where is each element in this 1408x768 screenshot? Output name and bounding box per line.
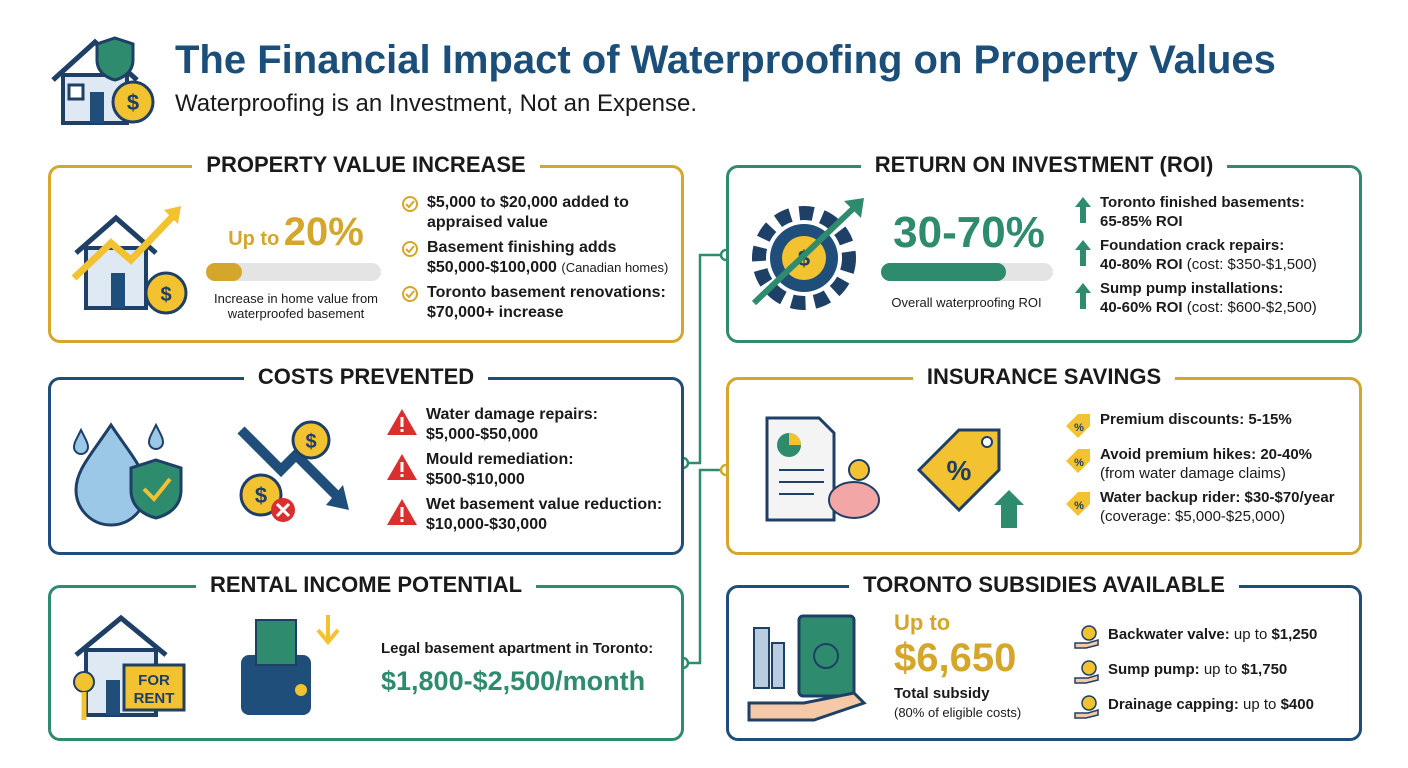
insurance-icons: % — [765, 416, 1024, 528]
stat-prefix: Up to — [894, 610, 951, 635]
heading: RETURN ON INVESTMENT (ROI) — [860, 152, 1228, 177]
list: Backwater valve: up to $1,250 Sump pump:… — [1074, 623, 1354, 724]
item-prefix: up to — [1203, 661, 1238, 678]
title: The Financial Impact of Waterproofing on… — [175, 38, 1276, 82]
item-prefix: up to — [1243, 696, 1277, 713]
svg-text:%: % — [947, 455, 972, 486]
item-title: Water backup rider: $30-$70/year — [1100, 489, 1335, 506]
item-amount: $1,750 — [1241, 661, 1288, 678]
svg-text:$: $ — [160, 284, 171, 306]
heading: TORONTO SUBSIDIES AVAILABLE — [849, 572, 1239, 597]
svg-text:$: $ — [127, 90, 139, 115]
caption: Overall waterproofing ROI — [891, 295, 1042, 310]
roi-panel: RETURN ON INVESTMENT (ROI) $ 30-70% Over… — [726, 152, 1362, 343]
list: Toronto finished basements: 65-85% ROI Fo… — [1074, 193, 1354, 322]
list: $5,000 to $20,000 added to appraised val… — [401, 193, 676, 328]
item-title: Toronto finished basements: — [1100, 194, 1305, 211]
item-detail: 40-80% ROI — [1100, 256, 1183, 273]
item-note: (from water damage claims) — [1100, 465, 1286, 482]
svg-text:RENT: RENT — [134, 690, 175, 707]
item-note: (cost: $600-$2,500) — [1186, 299, 1317, 316]
svg-text:%: % — [1074, 457, 1084, 469]
gear-icon: $ — [751, 198, 864, 310]
note: (80% of eligible costs) — [894, 705, 1022, 720]
item-label: Drainage capping: — [1108, 696, 1239, 713]
svg-text:%: % — [1074, 422, 1084, 434]
item-label: Sump pump: — [1108, 661, 1200, 678]
progress-bar — [206, 263, 381, 281]
money-hand-icon — [747, 614, 867, 722]
item-note: (cost: $350-$1,500) — [1186, 256, 1317, 273]
item-title: Wet basement value reduction: — [426, 496, 663, 513]
item-title: Avoid premium hikes: 20-40% — [1100, 446, 1313, 463]
item-note: (Canadian homes) — [561, 260, 669, 275]
item-label: Backwater valve: — [1108, 626, 1230, 643]
item-detail: 40-60% ROI — [1100, 299, 1183, 316]
heading: PROPERTY VALUE INCREASE — [192, 152, 540, 177]
header-icon: $ — [51, 36, 155, 125]
item: Toronto basement renovations: $70,000+ i… — [427, 284, 666, 321]
svg-text:%: % — [1074, 500, 1084, 512]
insurance-panel: INSURANCE SAVINGS % % Premium discounts: … — [726, 364, 1362, 555]
stat: $1,800-$2,500/month — [381, 666, 646, 696]
heading: COSTS PREVENTED — [243, 364, 489, 389]
property-value-panel: PROPERTY VALUE INCREASE $ Up to 20% Incr… — [48, 152, 684, 343]
item-prefix: up to — [1233, 626, 1268, 643]
item-title: Foundation crack repairs: — [1100, 237, 1285, 254]
svg-text:$: $ — [255, 483, 267, 508]
item-title: Premium discounts: 5-15% — [1100, 411, 1292, 428]
progress-bar — [881, 263, 1053, 281]
stat-prefix: Up to — [228, 228, 280, 250]
item-note: (coverage: $5,000-$25,000) — [1100, 508, 1286, 525]
stat: 30-70% — [893, 208, 1045, 257]
svg-text:FOR: FOR — [138, 672, 170, 689]
item-title: Sump pump installations: — [1100, 280, 1284, 297]
heading: INSURANCE SAVINGS — [912, 364, 1176, 389]
subtitle: Waterproofing is an Investment, Not an E… — [175, 90, 698, 117]
caption: Increase in home value from waterproofed… — [213, 291, 379, 321]
costs-prevented-panel: COSTS PREVENTED $ $ Water damage repairs:… — [48, 364, 684, 555]
item-detail: $500-$10,000 — [426, 471, 525, 488]
item-title: Water damage repairs: — [426, 406, 598, 423]
heading: RENTAL INCOME POTENTIAL — [195, 572, 537, 597]
caption: Total subsidy — [894, 685, 990, 702]
rental-panel: RENTAL INCOME POTENTIAL FOR RENT Legal ba… — [48, 572, 684, 741]
stat: $6,650 — [894, 636, 1017, 680]
item: $5,000 to $20,000 added to appraised val… — [427, 194, 629, 231]
item-title: Mould remediation: — [426, 451, 574, 468]
list: Water damage repairs: $5,000-$50,000 Moul… — [386, 405, 676, 540]
item-detail: $10,000-$30,000 — [426, 516, 547, 533]
item-amount: $400 — [1280, 696, 1314, 713]
item-detail: $5,000-$50,000 — [426, 426, 539, 443]
item-detail: 65-85% ROI — [1100, 213, 1183, 230]
list: % Premium discounts: 5-15% % Avoid premium… — [1064, 410, 1359, 531]
svg-text:$: $ — [305, 431, 316, 453]
water-shield-icon — [72, 422, 183, 527]
house-growth-icon: $ — [71, 206, 188, 315]
stat: 20% — [283, 210, 364, 254]
item: Basement finishing adds $50,000-$100,000 — [427, 239, 617, 276]
subsidies-panel: TORONTO SUBSIDIES AVAILABLE Up to $6,650… — [726, 572, 1362, 741]
item-amount: $1,250 — [1271, 626, 1318, 643]
caption: Legal basement apartment in Toronto: — [381, 640, 654, 657]
falling-cost-icon: $$ — [237, 420, 349, 522]
